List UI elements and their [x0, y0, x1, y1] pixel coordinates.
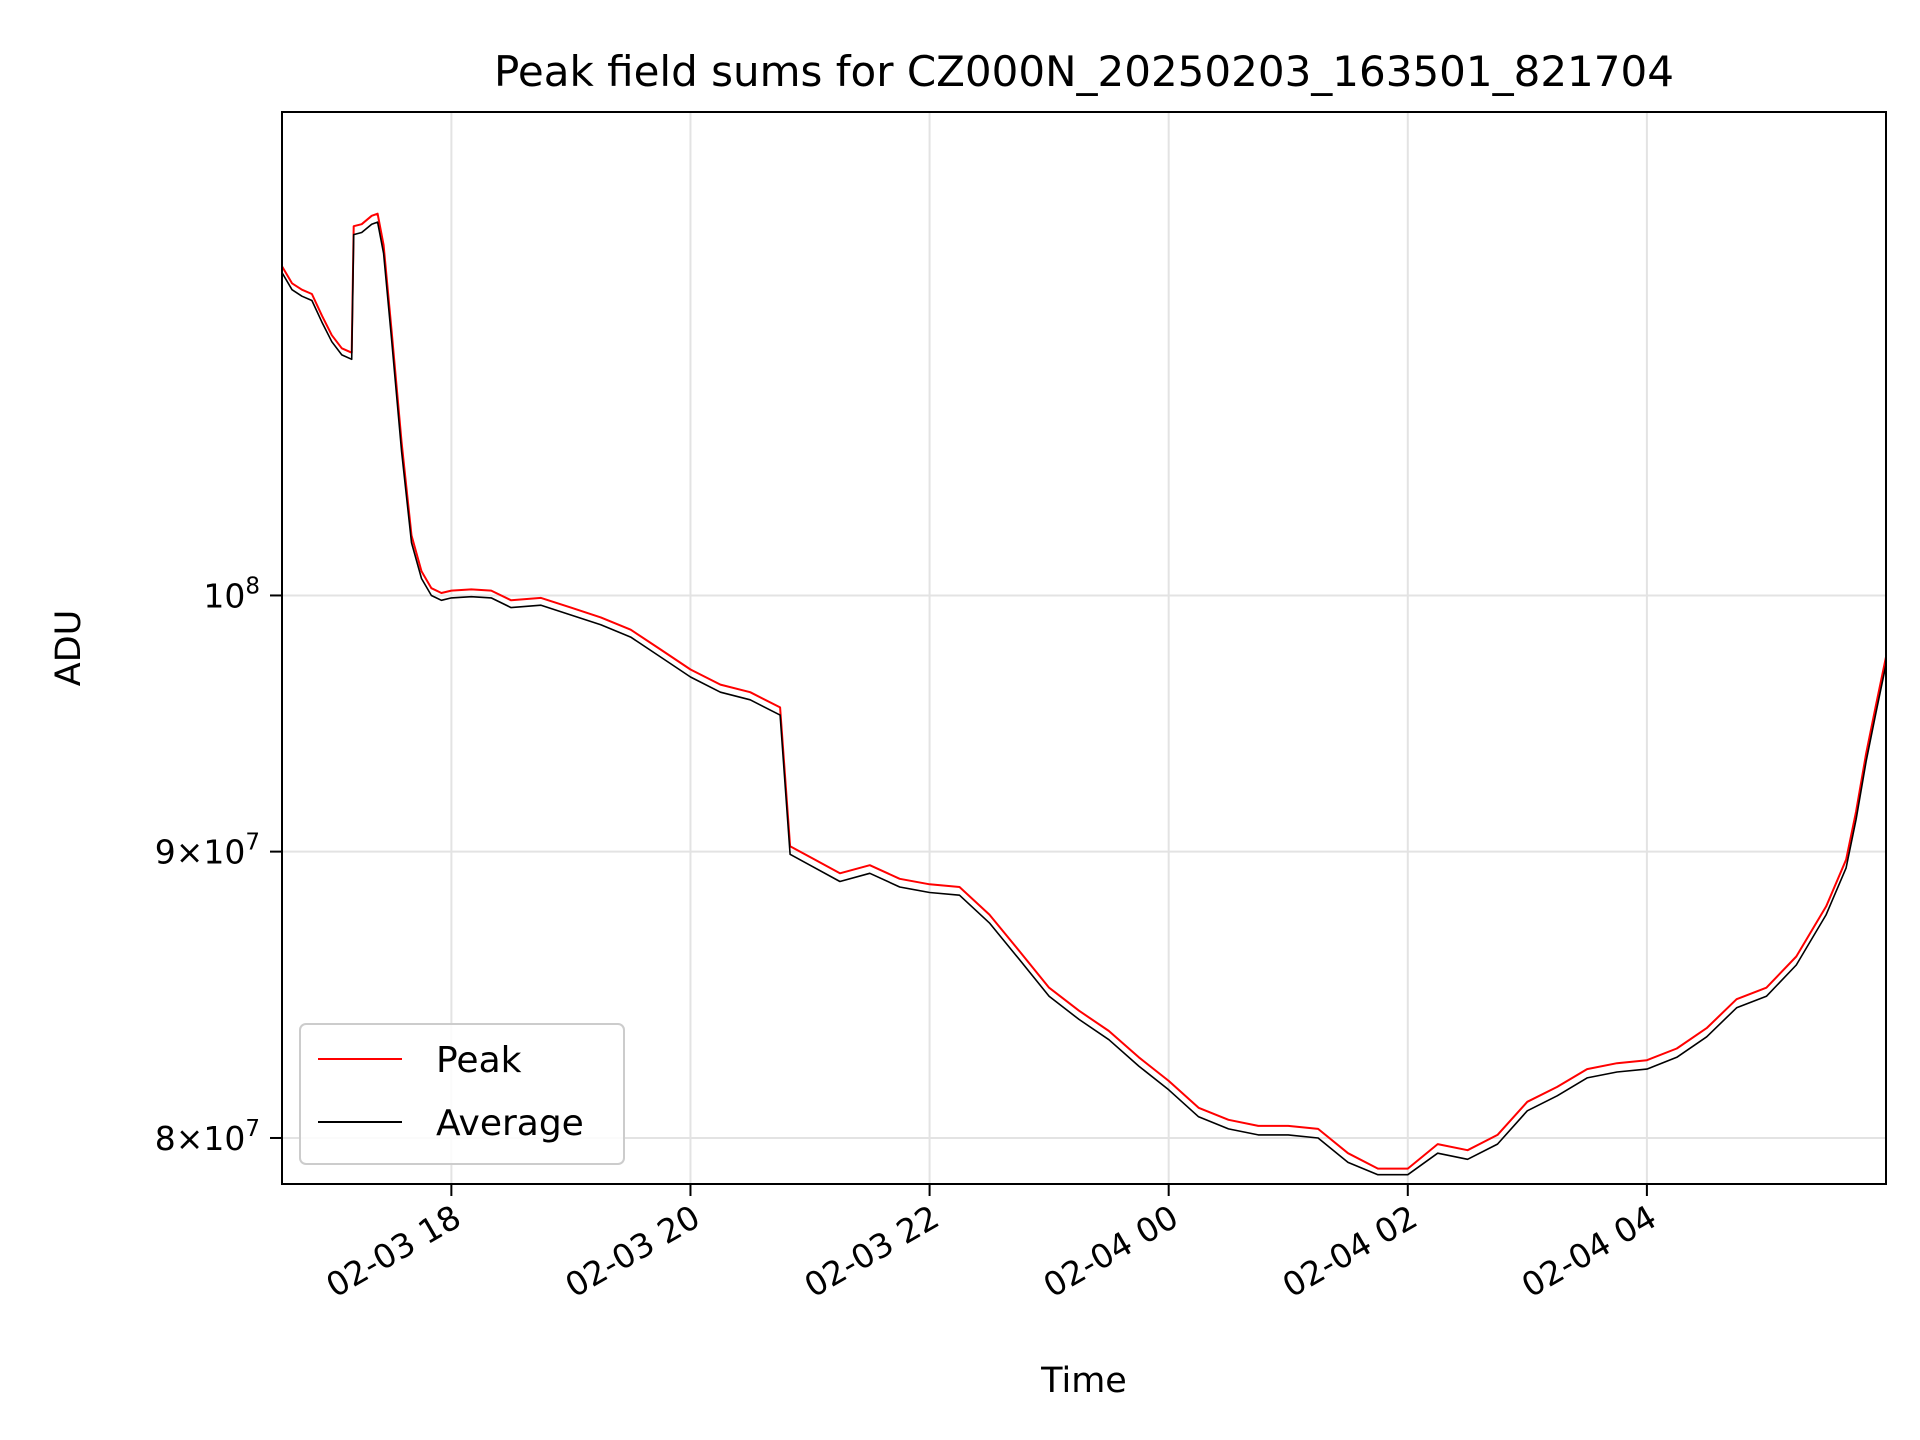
legend-label-peak: Peak: [436, 1040, 522, 1081]
y-tick-label: 9×107: [155, 830, 260, 872]
x-tick-label: 02-04 00: [1037, 1197, 1185, 1305]
grid: [282, 112, 1886, 1184]
series-line-average: [281, 221, 1887, 1176]
y-axis-label: ADU: [49, 610, 89, 687]
y-tick-label: 108: [203, 573, 260, 615]
y-tick-label: 8×107: [155, 1116, 260, 1158]
x-tick-label: 02-03 22: [798, 1197, 946, 1305]
series-layer: [281, 212, 1887, 1176]
y-axis: 108 9×107 8×107: [155, 573, 282, 1158]
x-tick-label: 02-04 04: [1515, 1197, 1663, 1305]
series-line-peak: [281, 212, 1887, 1170]
x-axis: 02-03 18 02-03 20 02-03 22 02-04 00 02-04 02…: [319, 1184, 1663, 1305]
x-axis-label: Time: [1040, 1361, 1127, 1401]
x-tick-label: 02-03 20: [558, 1197, 706, 1305]
chart-title: Peak field sums for CZ000N_20250203_1635…: [494, 47, 1674, 96]
x-tick-label: 02-04 02: [1276, 1197, 1424, 1305]
plot-frame: [281, 111, 1887, 1185]
x-tick-label: 02-03 18: [319, 1197, 467, 1305]
legend: Peak Average: [299, 1023, 625, 1165]
legend-label-average: Average: [436, 1103, 584, 1144]
